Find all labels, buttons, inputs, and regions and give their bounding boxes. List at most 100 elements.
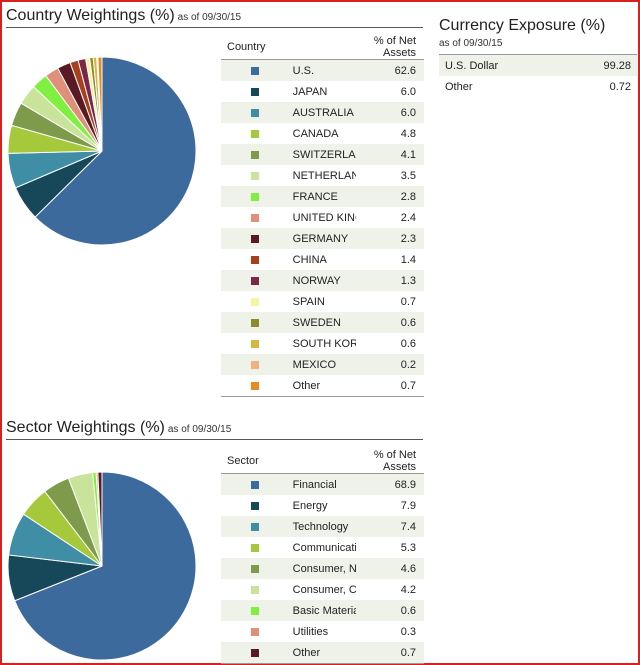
country-swatch-cell bbox=[221, 249, 289, 270]
currency-row: Other 0.72 bbox=[439, 76, 637, 97]
country-legend-swatch bbox=[250, 66, 259, 75]
sector-swatch-cell bbox=[221, 558, 289, 579]
sector-value: 68.9 bbox=[356, 473, 424, 495]
country-pie-chart bbox=[7, 56, 197, 246]
sector-value: 7.9 bbox=[400, 499, 416, 512]
country-row: CHINA 1.4 bbox=[221, 249, 424, 270]
sector-value: 5.3 bbox=[400, 541, 416, 554]
country-swatch-cell bbox=[221, 207, 289, 228]
sector-swatch-cell bbox=[221, 600, 289, 621]
sector-weightings-title: Sector Weightings (%) as of 09/30/15 bbox=[6, 419, 231, 437]
sector-label: Basic Materials bbox=[288, 600, 357, 621]
sector-swatch-cell bbox=[221, 516, 289, 537]
country-swatch-cell bbox=[221, 270, 289, 291]
sector-pie-chart bbox=[7, 471, 197, 661]
sector-col-header: Sector bbox=[221, 449, 357, 474]
sector-swatch-cell bbox=[221, 579, 289, 600]
country-legend-swatch bbox=[250, 171, 259, 180]
country-swatch-cell bbox=[221, 333, 289, 354]
country-legend-swatch bbox=[250, 150, 259, 159]
country-value: 4.1 bbox=[356, 144, 424, 165]
sector-legend-swatch bbox=[250, 501, 259, 510]
sector-legend-swatch bbox=[250, 522, 259, 531]
sector-swatch-cell bbox=[221, 537, 289, 558]
country-value: 4.8 bbox=[400, 127, 416, 140]
currency-table: U.S. Dollar 99.28 Other 0.72 bbox=[439, 54, 637, 97]
sector-row: Financial 68.9 bbox=[221, 473, 424, 495]
country-value: 6.0 bbox=[400, 85, 416, 98]
sector-label: Energy bbox=[292, 499, 328, 512]
country-legend-swatch bbox=[250, 318, 259, 327]
country-label: SPAIN bbox=[292, 295, 325, 308]
sector-row: Utilities 0.3 bbox=[221, 621, 424, 642]
country-legend-swatch bbox=[250, 129, 259, 138]
sector-value: 0.3 bbox=[400, 625, 416, 638]
country-row: SPAIN 0.7 bbox=[221, 291, 424, 312]
sector-asof: as of 09/30/15 bbox=[167, 424, 232, 435]
country-swatch-cell bbox=[221, 165, 289, 186]
country-row: U.S. 62.6 bbox=[221, 59, 424, 81]
sector-row: Basic Materials0.6 bbox=[221, 600, 424, 621]
sector-value: 7.4 bbox=[356, 516, 424, 537]
country-title-text: Country Weightings (%) bbox=[6, 7, 175, 24]
country-label: SOUTH KOREA bbox=[292, 337, 357, 350]
country-value: 1.4 bbox=[400, 253, 416, 266]
country-swatch-cell bbox=[221, 354, 289, 375]
sector-swatch-cell bbox=[221, 473, 289, 495]
country-value-header: % of Net Assets bbox=[356, 35, 424, 60]
country-legend-swatch bbox=[250, 87, 259, 96]
country-swatch-cell bbox=[221, 291, 289, 312]
sector-value: 0.7 bbox=[356, 642, 424, 664]
country-legend-swatch bbox=[250, 234, 259, 243]
sector-swatch-cell bbox=[221, 495, 289, 516]
country-row: CANADA 4.8 bbox=[221, 123, 424, 144]
country-label: MEXICO bbox=[288, 354, 357, 375]
country-value: 3.5 bbox=[400, 169, 416, 182]
currency-value: 99.28 bbox=[562, 54, 637, 76]
country-row: MEXICO 0.2 bbox=[221, 354, 424, 375]
country-swatch-cell bbox=[221, 59, 289, 81]
sector-label: Technology bbox=[288, 516, 357, 537]
country-label: NORWAY bbox=[288, 270, 357, 291]
sector-row: Consumer, Cyclical 4.2 bbox=[221, 579, 424, 600]
country-slice-other bbox=[97, 56, 103, 152]
sector-slice-financial bbox=[14, 471, 197, 661]
country-asof: as of 09/30/15 bbox=[177, 12, 242, 23]
sector-row: Communications 5.3 bbox=[221, 537, 424, 558]
country-row: GERMANY 2.3 bbox=[221, 228, 424, 249]
country-swatch-cell bbox=[221, 186, 289, 207]
country-weightings-title: Country Weightings (%) as of 09/30/15 bbox=[6, 7, 241, 25]
sector-legend-swatch bbox=[250, 543, 259, 552]
sector-value-header: % of Net Assets bbox=[356, 449, 424, 474]
sector-legend-swatch bbox=[250, 480, 259, 489]
country-swatch-cell bbox=[221, 102, 289, 123]
country-legend-swatch bbox=[250, 360, 259, 369]
country-label: CHINA bbox=[292, 253, 327, 266]
country-legend-swatch bbox=[250, 255, 259, 264]
country-swatch-cell bbox=[221, 375, 289, 397]
country-swatch-cell bbox=[221, 144, 289, 165]
country-row: NETHERLANDS 3.5 bbox=[221, 165, 424, 186]
country-row: FRANCE 2.8 bbox=[221, 186, 424, 207]
currency-value: 0.72 bbox=[609, 80, 631, 93]
currency-label: Other bbox=[445, 80, 473, 93]
sector-label: Financial bbox=[288, 473, 357, 495]
country-value: 0.6 bbox=[400, 337, 416, 350]
country-label: FRANCE bbox=[288, 186, 357, 207]
sector-label: Utilities bbox=[292, 625, 329, 638]
country-legend-swatch bbox=[250, 108, 259, 117]
country-label: SWEDEN bbox=[288, 312, 357, 333]
country-label: GERMANY bbox=[288, 228, 357, 249]
country-value: 2.8 bbox=[356, 186, 424, 207]
country-swatch-cell bbox=[221, 312, 289, 333]
currency-row: U.S. Dollar 99.28 bbox=[439, 54, 637, 76]
country-label: CANADA bbox=[292, 127, 339, 140]
country-value: 0.7 bbox=[400, 379, 416, 392]
sector-label: Consumer, Non-cyclical bbox=[288, 558, 357, 579]
sector-row: Technology 7.4 bbox=[221, 516, 424, 537]
country-slice-u-s bbox=[34, 56, 197, 246]
country-value: 0.7 bbox=[400, 295, 416, 308]
country-legend-swatch bbox=[250, 276, 259, 285]
country-value: 62.6 bbox=[356, 59, 424, 81]
sector-legend-swatch bbox=[250, 648, 259, 657]
